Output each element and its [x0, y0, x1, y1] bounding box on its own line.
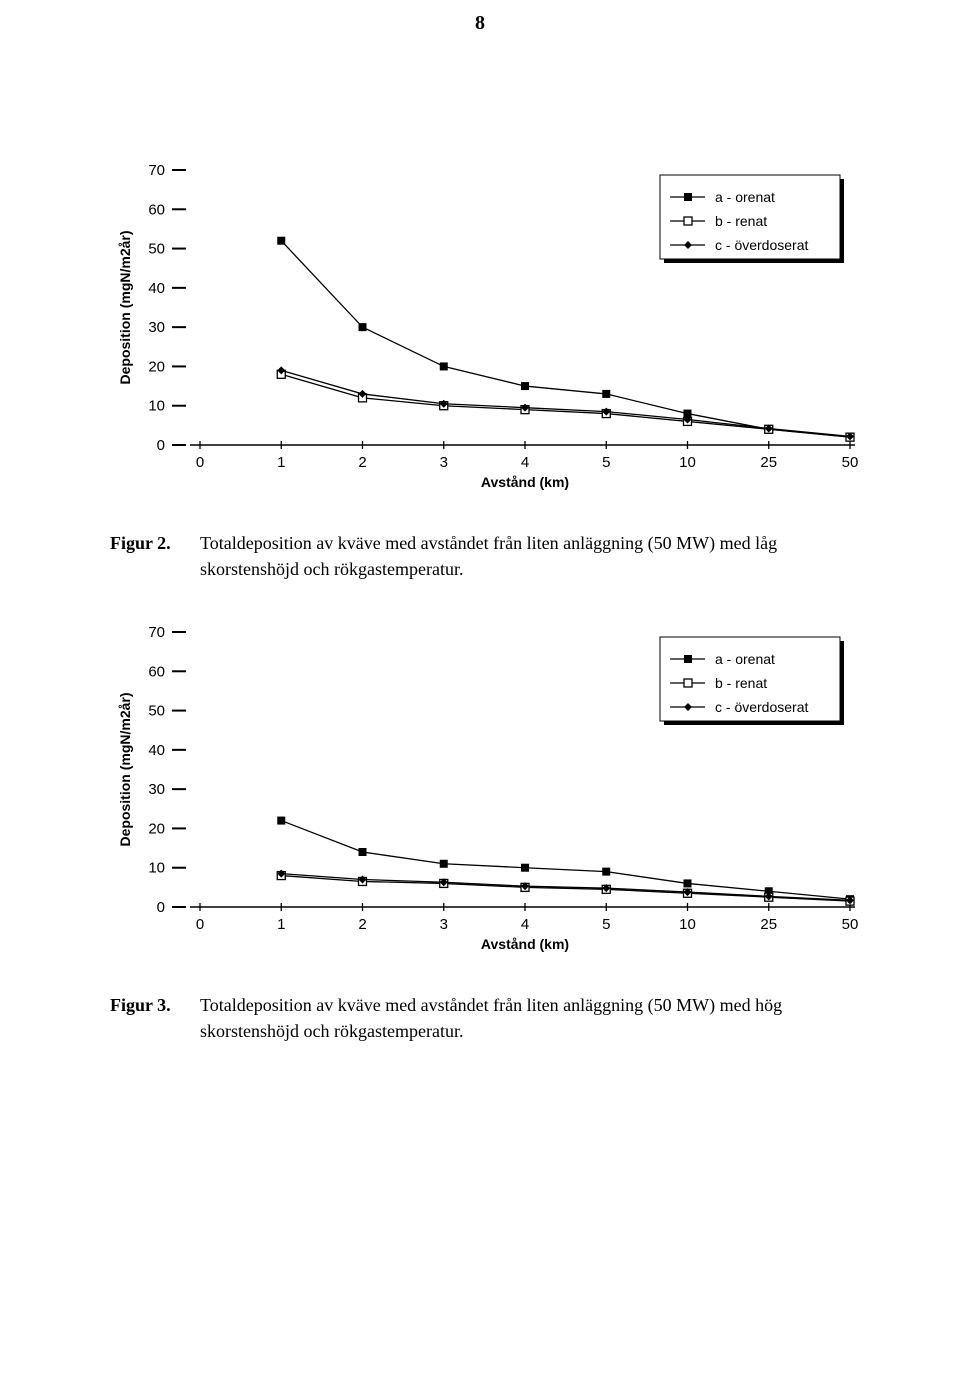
svg-text:Deposition (mgN/m2år): Deposition (mgN/m2år) — [117, 230, 133, 384]
caption-text: Totaldeposition av kväve med avståndet f… — [200, 992, 870, 1044]
figure-2: 0 10 20 30 40 50 60 70 0 1 2 3 4 5 10 25 50 Avstånd (km) D… — [110, 160, 870, 582]
svg-text:0: 0 — [157, 899, 165, 916]
svg-text:4: 4 — [521, 454, 529, 471]
svg-text:50: 50 — [842, 916, 859, 933]
svg-text:1: 1 — [277, 916, 285, 933]
svg-text:10: 10 — [679, 916, 696, 933]
svg-text:30: 30 — [148, 781, 165, 798]
svg-text:3: 3 — [440, 916, 448, 933]
svg-text:20: 20 — [148, 821, 165, 838]
caption-fig2: Figur 2. Totaldeposition av kväve med av… — [110, 530, 870, 582]
caption-label: Figur 3. — [110, 992, 200, 1044]
svg-text:a - orenat: a - orenat — [715, 651, 775, 667]
svg-text:Avstånd (km): Avstånd (km) — [481, 474, 569, 490]
svg-text:5: 5 — [602, 916, 610, 933]
svg-text:3: 3 — [440, 454, 448, 471]
svg-text:10: 10 — [148, 860, 165, 877]
svg-text:50: 50 — [842, 454, 859, 471]
svg-text:40: 40 — [148, 742, 165, 759]
svg-text:b - renat: b - renat — [715, 675, 767, 691]
svg-text:0: 0 — [196, 454, 204, 471]
svg-text:c - överdoserat: c - överdoserat — [715, 699, 808, 715]
caption-label: Figur 2. — [110, 530, 200, 582]
svg-text:b - renat: b - renat — [715, 213, 767, 229]
caption-fig3: Figur 3. Totaldeposition av kväve med av… — [110, 992, 870, 1044]
svg-text:25: 25 — [760, 916, 777, 933]
chart-1: 0 10 20 30 40 50 60 70 0 1 2 3 4 5 10 25 50 Avstånd (km) D… — [110, 160, 870, 500]
svg-text:2: 2 — [358, 454, 366, 471]
svg-text:20: 20 — [148, 358, 165, 375]
page: 8 010203040506070012345102550Avstånd (km… — [0, 0, 960, 1389]
svg-text:10: 10 — [148, 398, 165, 415]
svg-text:0: 0 — [196, 916, 204, 933]
figure-3: 0 10 20 30 40 50 60 70 0 1 2 3 4 5 10 25 50 Avstånd (km) D… — [110, 622, 870, 1044]
svg-text:50: 50 — [148, 241, 165, 258]
svg-text:0: 0 — [157, 437, 165, 454]
svg-text:Avstånd (km): Avstånd (km) — [481, 936, 569, 952]
svg-text:4: 4 — [521, 916, 529, 933]
svg-text:2: 2 — [358, 916, 366, 933]
svg-text:10: 10 — [679, 454, 696, 471]
caption-text: Totaldeposition av kväve med avståndet f… — [200, 530, 870, 582]
svg-text:Deposition (mgN/m2år): Deposition (mgN/m2år) — [117, 693, 133, 847]
svg-text:60: 60 — [148, 663, 165, 680]
svg-text:70: 70 — [148, 162, 165, 179]
page-number: 8 — [475, 12, 485, 35]
svg-text:25: 25 — [760, 454, 777, 471]
svg-text:1: 1 — [277, 454, 285, 471]
chart-2: 0 10 20 30 40 50 60 70 0 1 2 3 4 5 10 25 50 Avstånd (km) D… — [110, 622, 870, 962]
svg-text:30: 30 — [148, 319, 165, 336]
svg-text:60: 60 — [148, 201, 165, 218]
svg-text:5: 5 — [602, 454, 610, 471]
svg-text:70: 70 — [148, 624, 165, 641]
svg-text:50: 50 — [148, 703, 165, 720]
svg-text:c - överdoserat: c - överdoserat — [715, 237, 808, 253]
svg-text:40: 40 — [148, 280, 165, 297]
svg-text:a - orenat: a - orenat — [715, 189, 775, 205]
